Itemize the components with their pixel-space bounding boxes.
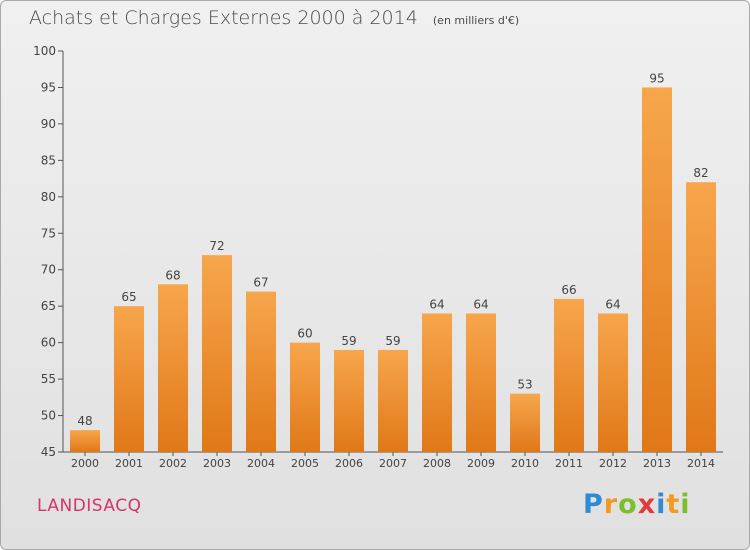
data-label-2011: 66	[561, 283, 576, 297]
y-tick-label: 50	[41, 409, 56, 423]
x-tick-label-2002: 2002	[159, 457, 187, 470]
bar-2009[interactable]	[466, 313, 496, 452]
y-tick-label: 70	[41, 263, 56, 277]
data-label-2012: 64	[605, 297, 620, 311]
x-tick-label-2009: 2009	[467, 457, 495, 470]
logo-letter: i	[656, 489, 667, 520]
data-label-2000: 48	[77, 414, 92, 428]
bar-2000[interactable]	[70, 430, 100, 452]
bar-2005[interactable]	[290, 342, 320, 452]
bar-2011[interactable]	[554, 298, 584, 452]
x-tick-label-2001: 2001	[115, 457, 143, 470]
y-tick-label: 65	[41, 299, 56, 313]
y-tick-label: 60	[41, 336, 56, 350]
x-tick-label-2007: 2007	[379, 457, 407, 470]
logo-letter: r	[603, 489, 619, 520]
x-tick-label-2006: 2006	[335, 457, 363, 470]
logo-letter: i	[680, 489, 691, 520]
y-tick-label: 45	[41, 445, 56, 459]
data-label-2013: 95	[649, 71, 664, 85]
logo-letter: o	[618, 489, 638, 520]
proxiti-logo[interactable]: Proxiti	[583, 489, 691, 520]
value-labels: 48 65 68 72 67 60 59 59 64 64 53 66 64 95 82	[77, 71, 708, 428]
x-tick-label-2005: 2005	[291, 457, 319, 470]
data-label-2003: 72	[209, 239, 224, 253]
data-label-2014: 82	[693, 166, 708, 180]
data-label-2002: 68	[165, 268, 180, 282]
chart-title: Achats et Charges Externes 2000 à 2014	[29, 7, 418, 29]
bar-2004[interactable]	[246, 291, 276, 452]
x-tick-label-2014: 2014	[687, 457, 715, 470]
bar-chart: 45 50 55 60 65 70 75 80 85 90 95 100 2000 2001 2002 200…	[33, 44, 723, 470]
data-label-2009: 64	[473, 297, 488, 311]
bar-2008[interactable]	[422, 313, 452, 452]
x-tick-label-2008: 2008	[423, 457, 451, 470]
y-tick-label: 95	[41, 80, 56, 94]
chart-title-block: Achats et Charges Externes 2000 à 2014 (…	[29, 7, 519, 29]
logo-letter: t	[666, 489, 681, 520]
logo-letter: P	[583, 489, 604, 520]
y-tick-label: 100	[33, 44, 56, 58]
data-label-2005: 60	[297, 327, 312, 341]
commune-name: LANDISACQ	[37, 496, 142, 516]
x-tick-label-2013: 2013	[643, 457, 671, 470]
bar-2006[interactable]	[334, 349, 364, 452]
data-label-2006: 59	[341, 334, 356, 348]
data-label-2008: 64	[429, 297, 444, 311]
bar-2013[interactable]	[642, 87, 672, 453]
y-tick-label: 80	[41, 190, 56, 204]
y-tick-label: 90	[41, 117, 56, 131]
bar-2012[interactable]	[598, 313, 628, 452]
bar-2002[interactable]	[158, 284, 188, 452]
y-tick-label: 85	[41, 153, 56, 167]
x-tick-label-2011: 2011	[555, 457, 583, 470]
x-tick-label-2000: 2000	[71, 457, 99, 470]
data-label-2010: 53	[517, 378, 532, 392]
x-tick-label-2004: 2004	[247, 457, 275, 470]
bar-2010[interactable]	[510, 393, 540, 452]
bar-2007[interactable]	[378, 349, 408, 452]
bar-2001[interactable]	[114, 306, 144, 452]
data-label-2004: 67	[253, 276, 268, 290]
y-tick-label: 75	[41, 226, 56, 240]
bar-2014[interactable]	[686, 182, 716, 452]
logo-letter: x	[637, 489, 657, 520]
x-tick-label-2003: 2003	[203, 457, 231, 470]
x-tick-label-2010: 2010	[511, 457, 539, 470]
bars	[70, 87, 716, 453]
data-label-2001: 65	[121, 290, 136, 304]
bar-2003[interactable]	[202, 255, 232, 452]
data-label-2007: 59	[385, 334, 400, 348]
x-tick-label-2012: 2012	[599, 457, 627, 470]
y-tick-label: 55	[41, 372, 56, 386]
chart-subtitle: (en milliers d'€)	[432, 14, 520, 27]
